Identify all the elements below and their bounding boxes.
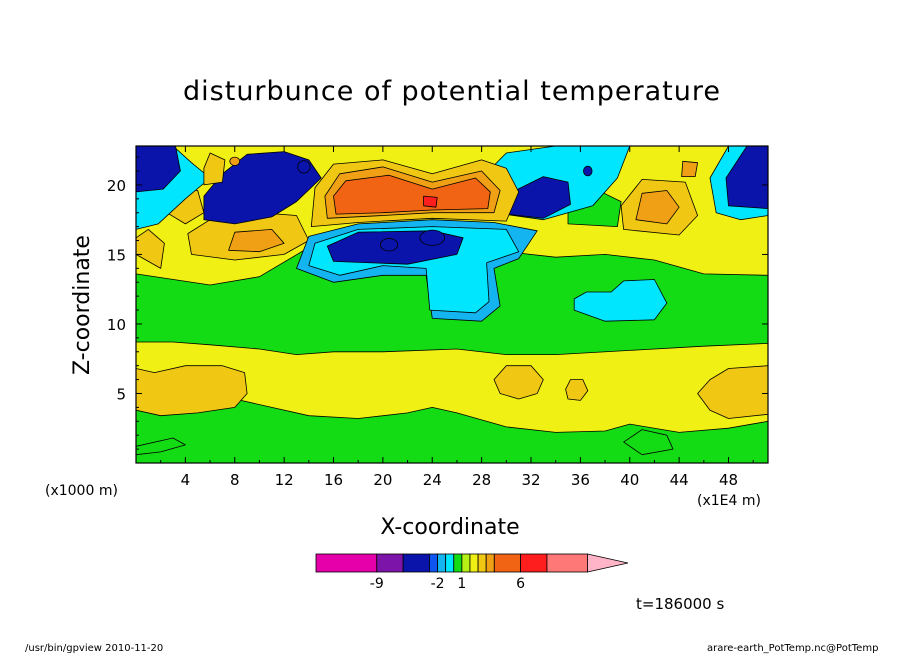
x-tick-label: 32 xyxy=(521,471,540,489)
colorbar-swatch xyxy=(461,553,471,573)
x-tick-label: 44 xyxy=(670,471,689,489)
contour-region-pos_mid xyxy=(203,152,226,186)
colorbar-swatch xyxy=(520,553,548,573)
y-tick-label: 15 xyxy=(107,246,126,264)
colorbar-swatch xyxy=(445,553,455,573)
contour-region-pos_max xyxy=(333,174,491,215)
contour-region-peak xyxy=(423,195,438,208)
contour-spot-neg_strong xyxy=(583,165,593,177)
footer-left: /usr/bin/gpview 2010-11-20 xyxy=(25,643,164,654)
x-tick-label: 28 xyxy=(472,471,491,489)
x-tick-label: 4 xyxy=(181,471,191,489)
colorbar-swatch xyxy=(376,553,404,573)
x-tick-label: 8 xyxy=(230,471,240,489)
colorbar-tick-label: 1 xyxy=(457,576,466,592)
contour-region-neg_weak xyxy=(573,279,668,322)
x-unit-right: (x1E4 m) xyxy=(697,493,761,509)
plot-frame xyxy=(135,145,769,464)
contour-region-neg_strong xyxy=(725,146,768,210)
contour-region-pos_mid xyxy=(136,365,248,417)
x-tick-label: 40 xyxy=(620,471,639,489)
contour-fill-regions xyxy=(136,146,768,463)
x-tick-label: 48 xyxy=(719,471,738,489)
colorbar-swatch xyxy=(402,553,430,573)
colorbar-swatch xyxy=(485,553,495,573)
x-axis-label: X-coordinate xyxy=(380,515,520,540)
y-axis-label: Z-coordinate xyxy=(70,235,95,375)
contour-region-pos_mid xyxy=(136,228,165,269)
contour-region-pos_mid xyxy=(697,365,768,419)
contour-region-zero xyxy=(136,437,186,456)
colorbar-swatch xyxy=(429,553,438,573)
colorbar-swatch xyxy=(437,553,447,573)
contour-region-zero xyxy=(623,429,674,456)
colorbar-swatch xyxy=(546,553,588,573)
colorbar-tick-label: -9 xyxy=(370,576,384,592)
colorbar-arrow xyxy=(587,553,629,573)
colorbar-swatch xyxy=(315,553,378,573)
x-tick-label: 24 xyxy=(423,471,442,489)
chart-title: disturbunce of potential temperature xyxy=(183,76,721,107)
contour-region-pos_weak xyxy=(136,341,768,433)
x-tick-label: 20 xyxy=(373,471,392,489)
colorbar: -9 -2 1 6 xyxy=(315,553,629,592)
y-tick-label: 20 xyxy=(107,177,126,195)
time-label: t=186000 s xyxy=(636,595,725,613)
colorbar-swatch xyxy=(453,553,463,573)
colorbar-tick-label: 6 xyxy=(516,576,525,592)
contour-region-pos_strong xyxy=(681,160,698,178)
contour-region-pos_strong xyxy=(635,190,680,225)
contour-spot-neg_strong xyxy=(380,238,399,252)
colorbar-swatch xyxy=(477,553,487,573)
contour-region-pos_mid xyxy=(565,379,589,401)
y-tick-label: 10 xyxy=(107,316,126,334)
colorbar-tick-label: -2 xyxy=(431,576,445,592)
colorbar-swatch xyxy=(493,553,522,573)
x-unit-left: (x1000 m) xyxy=(45,483,118,499)
x-tick-label: 16 xyxy=(324,471,343,489)
y-tick-label: 5 xyxy=(116,385,126,403)
x-tick-label: 12 xyxy=(275,471,294,489)
contour-spot-neg_strong xyxy=(297,160,311,174)
colorbar-swatch xyxy=(469,553,479,573)
contour-spot-pos_strong xyxy=(229,156,241,166)
contour-spot-neg_strong xyxy=(419,229,445,246)
contour-region-neg_strong xyxy=(136,146,181,193)
footer-right: arare-earth_PotTemp.nc@PotTemp xyxy=(707,643,879,654)
x-tick-label: 36 xyxy=(571,471,590,489)
contour-region-pos_mid xyxy=(493,365,544,400)
contour-region-pos_strong xyxy=(228,228,285,253)
